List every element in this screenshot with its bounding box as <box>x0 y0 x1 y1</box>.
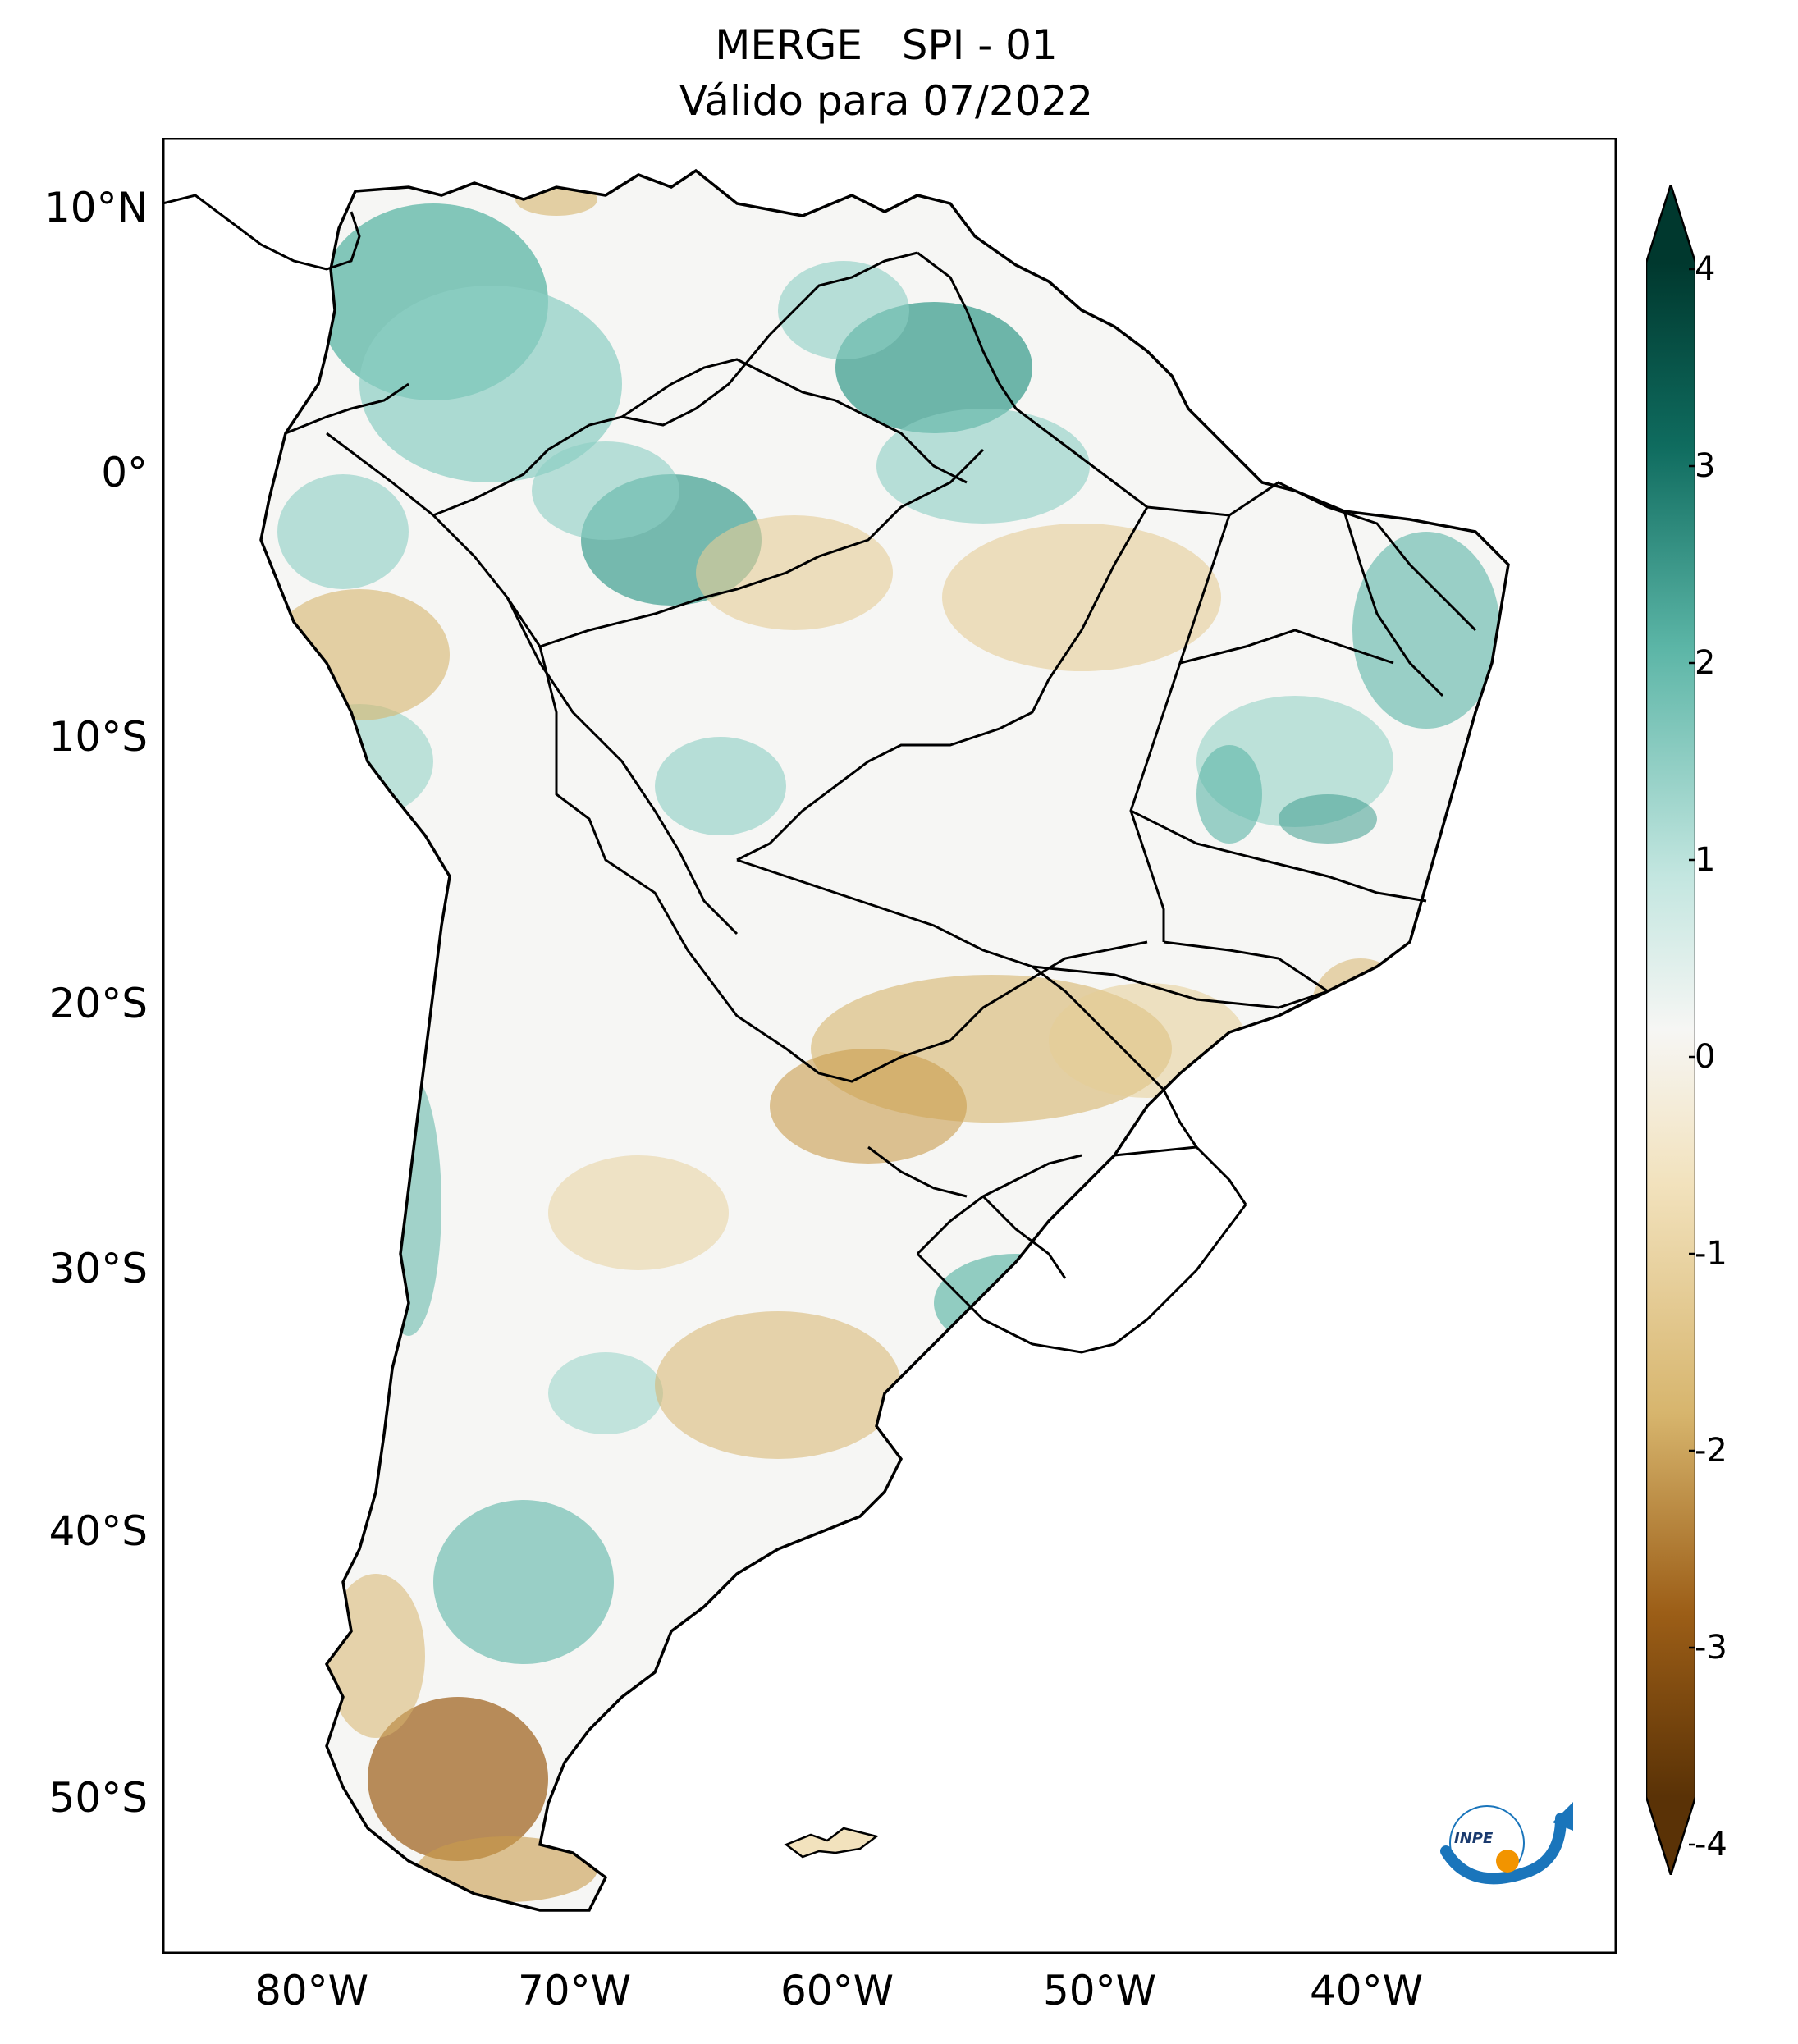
colorbar-tick-label-1: 1 <box>1695 841 1716 879</box>
lat-label-30s: 30°S <box>48 1245 148 1292</box>
lon-label-80w: 80°W <box>254 1967 369 2014</box>
map-subtitle: Válido para 07/2022 <box>679 77 1094 125</box>
lat-label-20s: 20°S <box>48 980 148 1027</box>
lat-label-10n: 10°N <box>43 184 148 231</box>
lon-label-70w: 70°W <box>517 1967 632 2014</box>
map-panel <box>162 138 1617 1954</box>
lon-label-60w: 60°W <box>780 1967 894 2014</box>
falkland-islands-outline <box>784 1827 879 1859</box>
lat-label-40s: 40°S <box>48 1507 148 1555</box>
colorbar-gradient <box>1646 263 1695 1797</box>
colorbar-bottom-extension <box>1646 1797 1695 1875</box>
colorbar-tick-label-2: 2 <box>1695 644 1716 682</box>
colorbar-tick-label-4: 4 <box>1695 250 1716 288</box>
map-title: MERGE SPI - 01 <box>715 21 1058 69</box>
colorbar-tick-label-neg2: -2 <box>1695 1432 1727 1470</box>
lat-label-10s: 10°S <box>48 713 148 761</box>
colorbar <box>1646 185 1695 1875</box>
colorbar-tick-label-neg4: -4 <box>1695 1826 1727 1863</box>
lat-label-50s: 50°S <box>48 1774 148 1822</box>
central-america-outline <box>162 194 361 271</box>
lon-label-40w: 40°W <box>1309 1967 1424 2014</box>
inpe-logo: INPE <box>1440 1802 1573 1885</box>
continent-outline <box>259 168 1510 1912</box>
colorbar-ticks <box>1689 268 1695 1846</box>
colorbar-tick-label-0: 0 <box>1695 1038 1716 1076</box>
political-borders <box>285 251 1477 1354</box>
colorbar-tick-label-neg3: -3 <box>1695 1629 1727 1667</box>
colorbar-top-extension <box>1646 185 1695 263</box>
colorbar-tick-label-neg1: -1 <box>1695 1235 1727 1273</box>
lon-label-50w: 50°W <box>1042 1967 1157 2014</box>
lat-label-0: 0° <box>101 449 148 496</box>
colorbar-tick-label-3: 3 <box>1695 447 1716 485</box>
logo-text: INPE <box>1454 1830 1494 1847</box>
